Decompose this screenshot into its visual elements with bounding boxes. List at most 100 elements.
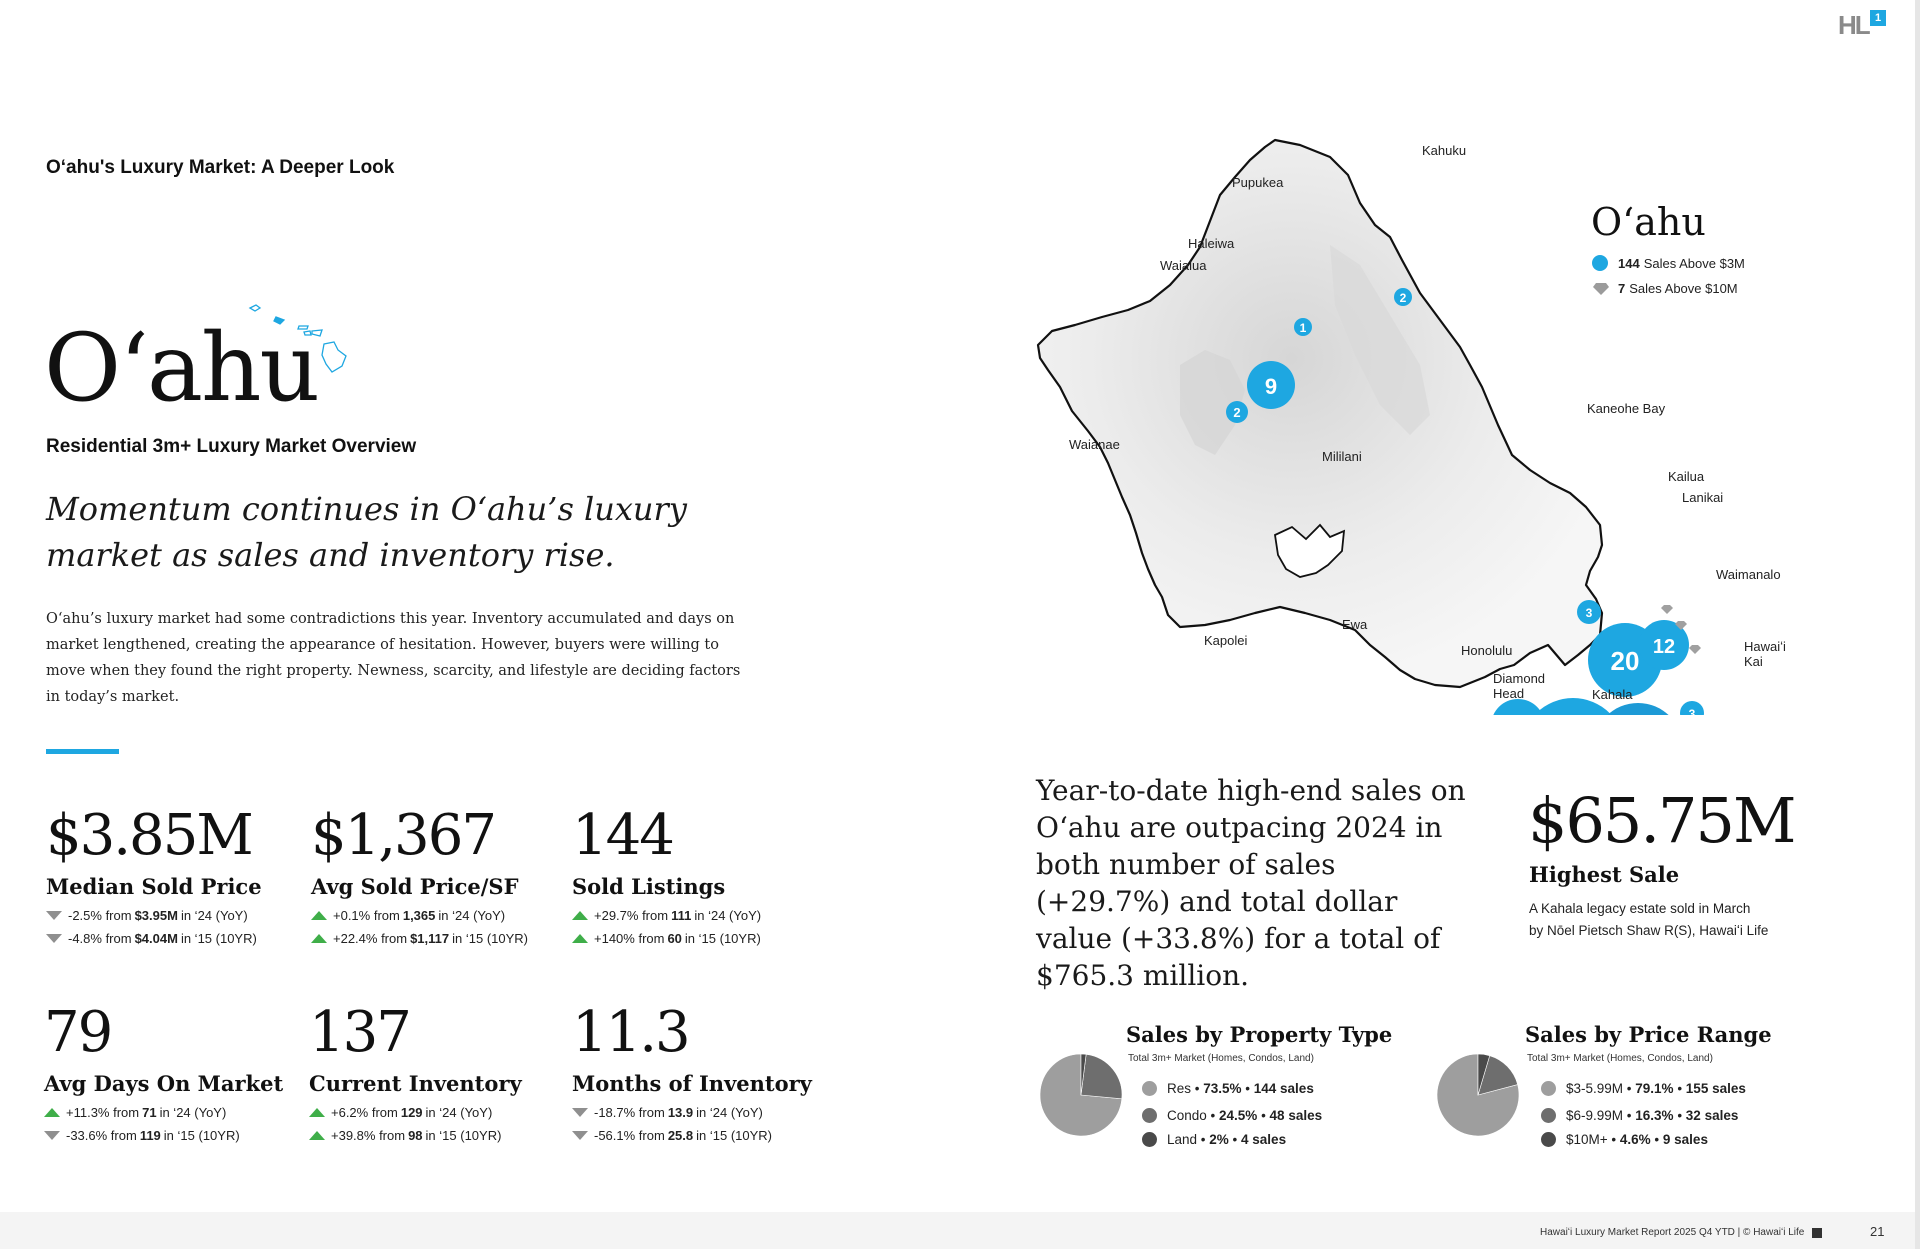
place-label-haleiwa: Haleiwa — [1188, 236, 1235, 251]
stat-median-sold-price: $3.85M Median Sold Price -2.5% from $3.95… — [46, 803, 296, 946]
legend-swatch — [1541, 1132, 1556, 1147]
intro-paragraph: Oʻahu’s luxury market had some contradic… — [46, 611, 741, 705]
pie-legend-land: Land • 2% • 4 sales — [1142, 1132, 1286, 1147]
bubble-label: 2 — [1400, 291, 1407, 305]
highest-sale-value: $65.75M — [1528, 784, 1796, 857]
stat-value: 79 — [44, 1000, 113, 1065]
pie-title: Sales by Price Range — [1525, 1022, 1772, 1047]
down-arrow-icon — [572, 1130, 588, 1140]
section-title: Oʻahu's Luxury Market: A Deeper Look — [46, 157, 395, 178]
down-arrow-icon — [46, 933, 62, 943]
stat-change-yoy: -2.5% from $3.95M in ‘24 (YoY) — [46, 908, 296, 923]
place-label-lanikai: Lanikai — [1682, 490, 1724, 505]
place-label-kahala: Kahala — [1592, 687, 1633, 702]
up-arrow-icon — [309, 1107, 325, 1117]
legend-swatch — [1142, 1108, 1157, 1123]
diamond-icon — [1593, 282, 1609, 295]
bubble-label: 2 — [1233, 405, 1240, 420]
pie-title: Sales by Property Type — [1126, 1022, 1393, 1047]
stat-change-yoy: +0.1% from 1,365 in ‘24 (YoY) — [311, 908, 561, 923]
diamond-icon — [1675, 621, 1687, 630]
legend-swatch — [1541, 1108, 1556, 1123]
pie-slice-1 — [1080, 1053, 1123, 1100]
price-range-pie-chart — [1436, 1053, 1520, 1137]
stat-avg-sold-price-sf: $1,367 Avg Sold Price/SF +0.1% from 1,365… — [311, 808, 561, 946]
legend-item-above-3m: 144 Sales Above $3M — [1592, 255, 1745, 271]
stat-change-10yr: +22.4% from $1,117 in ‘15 (10YR) — [311, 931, 561, 946]
sales-bubble — [1639, 620, 1689, 670]
sales-bubble — [1680, 701, 1704, 715]
pie-slice-0 — [1436, 1053, 1520, 1137]
up-arrow-icon — [572, 910, 588, 920]
place-label-waimanalo: Waimanalo — [1716, 567, 1781, 582]
sales-bubble — [1247, 361, 1295, 409]
bubble-label: 9 — [1265, 374, 1277, 399]
sales-bubble — [1534, 698, 1612, 715]
pie-slice-2 — [1080, 1053, 1087, 1096]
legend-swatch — [1541, 1081, 1556, 1096]
place-label-kaneohe-bay: Kaneohe Bay — [1587, 401, 1666, 416]
pie-slice-2 — [1477, 1053, 1491, 1096]
stat-change-10yr: -4.8% from $4.04M in ‘15 (10YR) — [46, 931, 296, 946]
ytd-summary: Year-to-date high-end sales on Oʻahu are… — [1036, 774, 1466, 992]
stat-value: 144 — [572, 803, 675, 868]
bubble-label: 1 — [1300, 321, 1307, 335]
sales-bubble — [1226, 401, 1248, 423]
down-arrow-icon — [44, 1130, 60, 1140]
headline: Momentum continues in Oʻahu’s luxury mar… — [46, 490, 687, 574]
sales-bubble — [1577, 600, 1601, 624]
bubble-label: 20 — [1611, 646, 1640, 676]
stat-label: Current Inventory — [309, 1071, 522, 1096]
stat-change-10yr: +39.8% from 98 in ‘15 (10YR) — [309, 1128, 559, 1143]
legend-item-above-10m: 7 Sales Above $10M — [1592, 281, 1738, 296]
hawaii-life-logo: HL 1 — [1838, 10, 1888, 40]
stat-label: Sold Listings — [572, 874, 726, 899]
stat-label: Avg Sold Price/SF — [311, 874, 519, 899]
place-label-kailua: Kailua — [1668, 469, 1705, 484]
pie-subtitle: Total 3m+ Market (Homes, Condos, Land) — [1527, 1053, 1713, 1064]
footer: Hawaiʻi Luxury Market Report 2025 Q4 YTD… — [1540, 1227, 1830, 1238]
footer-bar — [0, 1212, 1920, 1249]
down-arrow-icon — [46, 910, 62, 920]
stat-value: $3.85M — [46, 803, 254, 868]
stat-change-yoy: +11.3% from 71 in ‘24 (YoY) — [44, 1105, 294, 1120]
up-arrow-icon — [311, 933, 327, 943]
stat-change-yoy: -18.7% from 13.9 in ‘24 (YoY) — [572, 1105, 822, 1120]
up-arrow-icon — [309, 1130, 325, 1140]
diamond-icon — [1661, 605, 1673, 614]
island-outline — [1036, 138, 1604, 689]
stat-label: Avg Days On Market — [44, 1071, 284, 1096]
stat-label: Months of Inventory — [572, 1071, 812, 1096]
pearl-harbor — [1274, 523, 1346, 578]
place-label-honolulu: Honolulu — [1461, 643, 1513, 658]
terrain-relief — [1330, 245, 1430, 435]
map-title: Oʻahu — [1591, 200, 1706, 244]
stat-change-10yr: -56.1% from 25.8 in ‘15 (10YR) — [572, 1128, 822, 1143]
place-label-pupukea: Pupukea — [1232, 175, 1284, 190]
sales-bubble — [1493, 699, 1543, 715]
place-label-kapolei: Kapolei — [1204, 633, 1248, 648]
diamond-icon — [1689, 645, 1701, 654]
place-label-mililani: Mililani — [1322, 449, 1362, 464]
up-arrow-icon — [311, 910, 327, 920]
legend-swatch — [1142, 1081, 1157, 1096]
logo-badge: 1 — [1870, 10, 1886, 26]
stat-label: Median Sold Price — [46, 874, 262, 899]
island-title: Oʻahu — [44, 314, 320, 423]
blue-dot-icon — [1592, 255, 1608, 271]
property-type-pie-chart — [1039, 1053, 1123, 1137]
sales-bubble — [1394, 288, 1412, 306]
stat-months-of-inventory: 11.3 Months of Inventory -18.7% from 13.9… — [572, 1005, 822, 1143]
pie-legend-3-6m: $3-5.99M • 79.1% • 155 sales — [1541, 1081, 1746, 1096]
place-label-ewa: Ewa — [1342, 617, 1368, 632]
bubble-label: 12 — [1653, 636, 1675, 658]
bookmark-icon — [1812, 1227, 1823, 1238]
stat-value: 137 — [309, 1000, 412, 1065]
hawaiian-islands-icon — [248, 304, 347, 373]
sales-bubble — [1294, 318, 1312, 336]
pie-legend-10m-plus: $10M+ • 4.6% • 9 sales — [1541, 1132, 1708, 1147]
place-label-diamond-head: Diamond Head — [1493, 671, 1546, 701]
place-label-kahuku: Kahuku — [1422, 143, 1467, 158]
accent-rule — [46, 749, 119, 754]
place-label-waialua: Waialua — [1160, 258, 1207, 273]
